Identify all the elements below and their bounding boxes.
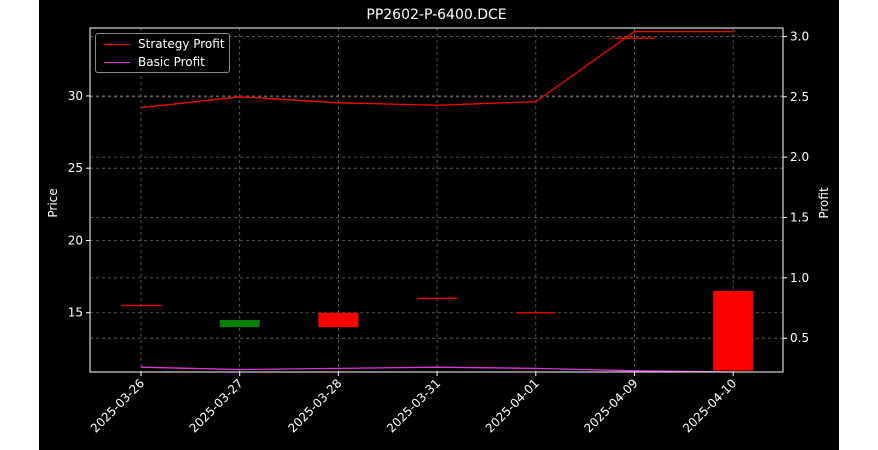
axis-layer: 2025-03-26 2025-03-27 2025-03-28 2025-03-31… xyxy=(68,29,809,435)
y-tick-label-right: 1.5 xyxy=(790,211,809,225)
y-tick-label-right: 0.5 xyxy=(790,331,809,345)
legend-swatch-strategy-profit xyxy=(104,43,130,45)
legend-item-strategy-profit: Strategy Profit xyxy=(104,35,225,53)
legend-swatch-basic-profit xyxy=(104,61,130,63)
x-tick-label: 2025-03-28 xyxy=(285,376,344,435)
candle-layer xyxy=(121,37,754,371)
y-tick-label-left: 20 xyxy=(68,233,83,247)
x-tick-label: 2025-03-31 xyxy=(384,376,443,435)
y-axis-label-left: Price xyxy=(46,188,60,217)
y-tick-label-left: 25 xyxy=(68,161,83,175)
y-tick-label-left: 15 xyxy=(68,306,83,320)
candle-body xyxy=(219,319,260,328)
x-tick-label: 2025-04-09 xyxy=(581,376,640,435)
x-tick-label: 2025-04-10 xyxy=(680,376,739,435)
legend: Strategy Profit Basic Profit xyxy=(95,33,230,73)
plot-frame xyxy=(89,27,784,373)
candle-body xyxy=(318,312,359,328)
y-tick-label-left: 30 xyxy=(68,89,83,103)
y-tick-label-right: 3.0 xyxy=(790,29,809,43)
legend-label-strategy-profit: Strategy Profit xyxy=(138,37,225,51)
x-tick-label: 2025-03-27 xyxy=(187,376,246,435)
y-axis-label-right: Profit xyxy=(817,187,831,219)
y-tick-label-right: 2.0 xyxy=(790,150,809,164)
line-layer xyxy=(140,30,734,373)
chart-figure: PP2602-P-6400.DCE 2025-03-26 2025-03-27 20… xyxy=(39,0,839,450)
y-tick-label-right: 2.5 xyxy=(790,90,809,104)
strategy-profit-line xyxy=(140,30,734,109)
candle-body xyxy=(713,291,754,371)
basic-profit-line xyxy=(140,366,734,373)
legend-label-basic-profit: Basic Profit xyxy=(138,55,205,69)
chart-title: PP2602-P-6400.DCE xyxy=(366,7,506,23)
legend-item-basic-profit: Basic Profit xyxy=(104,53,205,71)
grid-layer xyxy=(90,28,783,372)
chart-svg: PP2602-P-6400.DCE 2025-03-26 2025-03-27 20… xyxy=(46,7,831,435)
x-tick-label: 2025-04-01 xyxy=(483,376,542,435)
x-tick-label: 2025-03-26 xyxy=(88,376,147,435)
y-tick-label-right: 1.0 xyxy=(790,271,809,285)
